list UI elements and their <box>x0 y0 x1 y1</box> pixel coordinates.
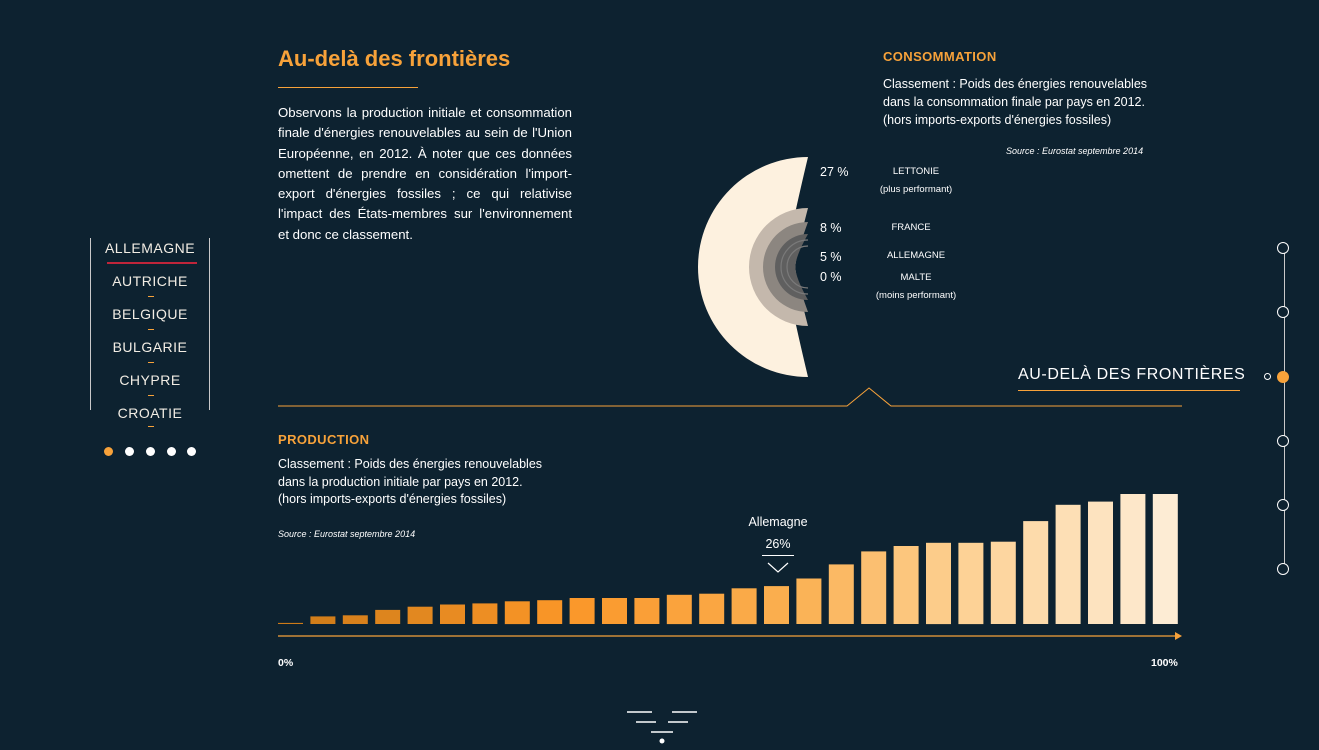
lettonie-pct: 27 % <box>820 165 849 179</box>
bar <box>634 598 660 624</box>
timeline-dot-3[interactable] <box>1277 371 1289 383</box>
production-heading: PRODUCTION <box>278 432 370 447</box>
bar <box>504 601 530 625</box>
bar <box>699 593 725 624</box>
timeline-dot-4[interactable] <box>1277 435 1289 447</box>
country-item-allemagne[interactable]: ALLEMAGNE <box>91 240 209 264</box>
consommation-heading: CONSOMMATION <box>883 49 997 64</box>
country-separator <box>148 426 154 427</box>
section-label[interactable]: AU-DELÀ DES FRONTIÈRES <box>1018 366 1246 383</box>
bar <box>1152 494 1178 624</box>
bar <box>472 603 498 624</box>
malte-name: MALTE <box>900 272 932 283</box>
arc-malte-outline <box>780 239 809 295</box>
production-description: Classement : Poids des énergies renouvel… <box>278 456 598 509</box>
bar <box>1055 504 1081 624</box>
allemagne-name: ALLEMAGNE <box>886 250 946 261</box>
malte-note: (moins performant) <box>875 290 957 301</box>
bar <box>1120 494 1146 624</box>
bar <box>990 541 1016 624</box>
bar <box>828 564 854 624</box>
pagination-dot-5[interactable] <box>187 447 196 456</box>
production-desc-line: dans la production initiale par pays en … <box>278 474 523 489</box>
consommation-desc-line: dans la consommation finale par pays en … <box>883 95 1145 109</box>
lettonie-note: (plus performant) <box>879 184 953 195</box>
country-item-autriche[interactable]: AUTRICHE <box>112 273 188 289</box>
country-item-chypre[interactable]: CHYPRE <box>119 372 181 388</box>
country-separator <box>148 296 154 297</box>
callout-underline <box>762 555 794 556</box>
production-bar-chart <box>278 494 1182 640</box>
bar <box>893 546 919 624</box>
pagination-dot-3[interactable] <box>146 447 155 456</box>
consommation-desc-line: (hors imports-exports d'énergies fossile… <box>883 113 1112 127</box>
production-desc-line: Classement : Poids des énergies renouvel… <box>278 457 543 471</box>
bar <box>375 609 401 624</box>
bar <box>407 606 433 624</box>
bar <box>1088 501 1113 624</box>
country-nav: ALLEMAGNE AUTRICHE BELGIQUE BULGARIE CHY… <box>90 238 210 427</box>
callout-value: 26% <box>765 537 791 551</box>
timeline-dot-6[interactable] <box>1277 563 1289 575</box>
bar-highlight <box>764 586 789 624</box>
page-title: Au-delà des frontières <box>278 46 511 71</box>
arc-malte <box>775 234 808 300</box>
pagination-dot-4[interactable] <box>167 447 176 456</box>
production-source: Source : Eurostat septembre 2014 <box>278 529 416 539</box>
bar <box>602 598 627 624</box>
france-pct: 8 % <box>820 221 842 235</box>
callout-chevron-icon <box>767 562 789 573</box>
country-separator <box>148 362 154 363</box>
timeline-dot-5[interactable] <box>1277 499 1289 511</box>
bar <box>926 542 951 625</box>
callout-country: Allemagne <box>748 515 808 529</box>
bar <box>958 542 984 625</box>
bar <box>796 578 822 624</box>
bar <box>278 622 303 624</box>
country-separator <box>148 395 154 396</box>
lettonie-name: LETTONIE <box>892 166 940 177</box>
country-item-croatie[interactable]: CROATIE <box>117 405 183 421</box>
malte-pct: 0 % <box>820 270 842 284</box>
country-separator <box>148 329 154 330</box>
bar <box>731 588 757 625</box>
bar <box>861 551 887 624</box>
title-underline <box>278 87 418 88</box>
bar <box>569 598 595 624</box>
bar <box>537 600 563 624</box>
country-item-belgique[interactable]: BELGIQUE <box>112 306 188 322</box>
allemagne-pct: 5 % <box>820 250 842 264</box>
bar <box>1023 521 1049 624</box>
timeline-dot-1[interactable] <box>1277 242 1289 254</box>
intro-text: Observons la production initiale et cons… <box>278 105 572 242</box>
consommation-desc-line: Classement : Poids des énergies renouvel… <box>883 77 1148 91</box>
axis-min-label: 0% <box>278 657 294 669</box>
section-marker-icon <box>1264 373 1271 380</box>
pagination-dot-2[interactable] <box>125 447 134 456</box>
axis-max-label: 100% <box>1151 657 1178 669</box>
consommation-description: Classement : Poids des énergies renouvel… <box>883 75 1203 129</box>
pagination-dot-1[interactable] <box>104 447 113 456</box>
bar <box>310 616 336 624</box>
bar <box>666 594 692 625</box>
france-name: FRANCE <box>891 222 931 233</box>
consommation-arc-chart <box>698 157 809 377</box>
section-divider <box>278 387 1182 407</box>
axis-arrow-icon <box>1175 632 1182 640</box>
consommation-source: Source : Eurostat septembre 2014 <box>1006 146 1144 156</box>
timeline-line <box>1284 248 1285 570</box>
timeline-dot-2[interactable] <box>1277 306 1289 318</box>
section-label-underline <box>1018 390 1240 391</box>
country-item-bulgarie[interactable]: BULGARIE <box>112 339 188 355</box>
scroll-down-icon[interactable] <box>626 708 698 746</box>
production-desc-line: (hors imports-exports d'énergies fossile… <box>278 492 507 506</box>
bar <box>342 615 368 624</box>
bar <box>440 604 465 624</box>
